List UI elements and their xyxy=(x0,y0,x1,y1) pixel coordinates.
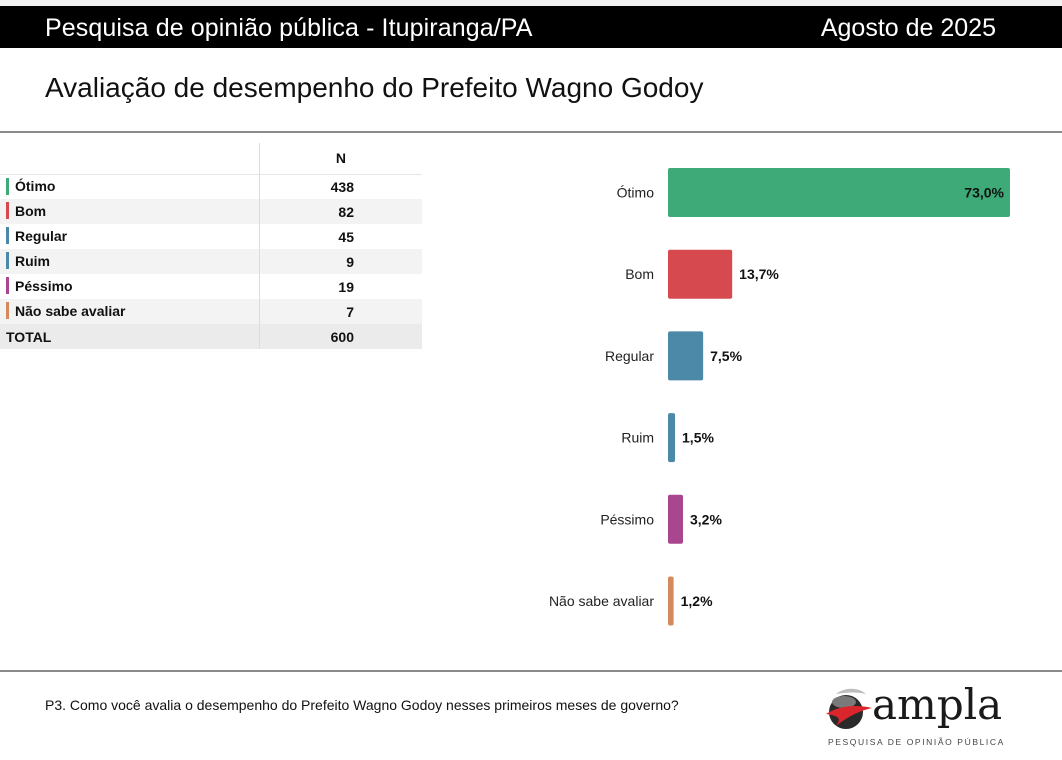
category-label: Péssimo xyxy=(600,511,654,527)
table-row-label-cell: Bom xyxy=(0,199,260,224)
bar-3 xyxy=(668,413,676,463)
value-label: 1,5% xyxy=(682,430,714,446)
category-color-swatch xyxy=(6,227,9,245)
table-row-n: 7 xyxy=(259,299,422,324)
table-row: Péssimo 19 xyxy=(0,274,422,299)
bar-4 xyxy=(668,494,683,544)
table-row-label: Ruim xyxy=(15,252,50,269)
category-label: Regular xyxy=(605,348,654,364)
table-total-label: TOTAL xyxy=(0,324,260,349)
logo-tagline: PESQUISA DE OPINIÃO PÚBLICA xyxy=(828,737,1005,747)
table-row-label: Bom xyxy=(15,202,47,219)
table-row-label: Regular xyxy=(15,227,68,244)
table-total-row: TOTAL 600 xyxy=(0,324,422,349)
table-row-n: 9 xyxy=(259,249,422,274)
table-row: Bom 82 xyxy=(0,199,422,224)
title-divider xyxy=(0,131,1062,133)
table-row: Ruim 9 xyxy=(0,249,422,274)
table-header-label-cell xyxy=(0,143,260,175)
table-row-label-cell: Ótimo xyxy=(0,174,260,199)
bar-2 xyxy=(668,331,704,381)
category-label: Não sabe avaliar xyxy=(549,593,654,609)
header-title: Pesquisa de opinião pública - Itupiranga… xyxy=(45,14,533,42)
table-header-n: N xyxy=(259,143,422,175)
bar-5 xyxy=(668,576,674,626)
header-date: Agosto de 2025 xyxy=(820,14,996,42)
table-row-label-cell: Ruim xyxy=(0,249,260,274)
table-row: Regular 45 xyxy=(0,224,422,249)
category-label: Bom xyxy=(625,266,654,282)
slide-title: Avaliação de desempenho do Prefeito Wagn… xyxy=(45,72,704,103)
table-total-n: 600 xyxy=(259,324,422,349)
table-row-n: 438 xyxy=(330,178,354,195)
ampla-logo-mark-icon xyxy=(826,688,872,729)
table-row-label: Péssimo xyxy=(15,277,73,294)
table-row-label-cell: Regular xyxy=(0,224,260,249)
header-bar: Pesquisa de opinião pública - Itupiranga… xyxy=(0,6,1062,48)
ampla-logo: ampla PESQUISA DE OPINIÃO PÚBLICA xyxy=(822,680,1022,754)
category-color-swatch xyxy=(6,177,9,195)
value-label: 73,0% xyxy=(964,185,1004,201)
category-label: Ruim xyxy=(621,430,654,446)
value-label: 13,7% xyxy=(739,266,779,282)
table-row-n: 45 xyxy=(338,228,354,245)
table-row-n: 19 xyxy=(338,278,354,295)
table-header-row: N xyxy=(0,143,422,175)
category-color-swatch xyxy=(6,302,9,320)
footer-divider xyxy=(0,670,1062,672)
bar-0 xyxy=(668,168,1010,217)
table-row-n: 82 xyxy=(259,199,422,224)
survey-question: P3. Como você avalia o desempenho do Pre… xyxy=(45,697,679,713)
table-row: Ótimo 438 xyxy=(0,174,422,199)
top-strip xyxy=(0,0,1062,6)
value-label: 7,5% xyxy=(710,348,742,364)
category-label: Ótimo xyxy=(617,185,655,201)
table-row-label: Ótimo xyxy=(15,177,56,194)
table-row-label-cell: Não sabe avaliar xyxy=(0,299,260,324)
table-row-label-cell: Péssimo xyxy=(0,274,260,299)
table-row-label: Não sabe avaliar xyxy=(15,302,126,319)
frequency-table: N Ótimo 438 Bom 82 Regular 45 Ruim 9 Péssimo 19 Nã… xyxy=(0,143,422,349)
bar-chart: Ótimo 73,0% Bom 13,7% Regular 7,5% Ruim 1,5% Pés… xyxy=(549,168,1010,626)
table-row: Não sabe avaliar 7 xyxy=(0,299,422,324)
value-label: 3,2% xyxy=(690,511,722,527)
category-color-swatch xyxy=(6,252,9,270)
value-label: 1,2% xyxy=(681,593,713,609)
category-color-swatch xyxy=(6,277,9,295)
bar-1 xyxy=(668,249,733,299)
logo-wordmark: ampla xyxy=(872,680,1003,729)
category-color-swatch xyxy=(6,202,9,220)
